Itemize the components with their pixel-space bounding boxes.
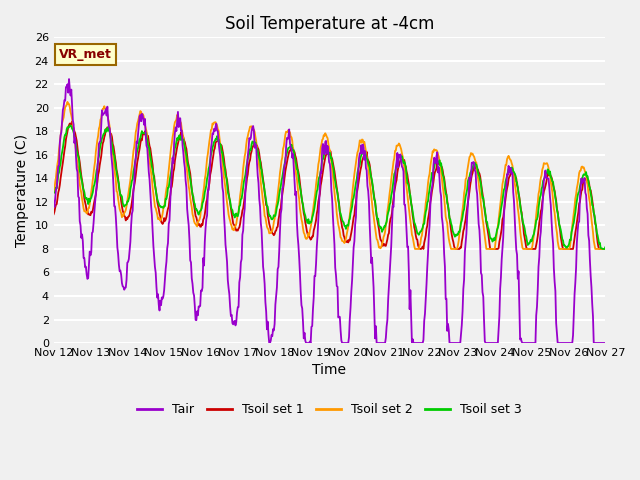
Title: Soil Temperature at -4cm: Soil Temperature at -4cm: [225, 15, 434, 33]
Text: VR_met: VR_met: [59, 48, 112, 61]
Legend: Tair, Tsoil set 1, Tsoil set 2, Tsoil set 3: Tair, Tsoil set 1, Tsoil set 2, Tsoil se…: [132, 398, 527, 421]
Y-axis label: Temperature (C): Temperature (C): [15, 133, 29, 247]
X-axis label: Time: Time: [312, 363, 346, 377]
